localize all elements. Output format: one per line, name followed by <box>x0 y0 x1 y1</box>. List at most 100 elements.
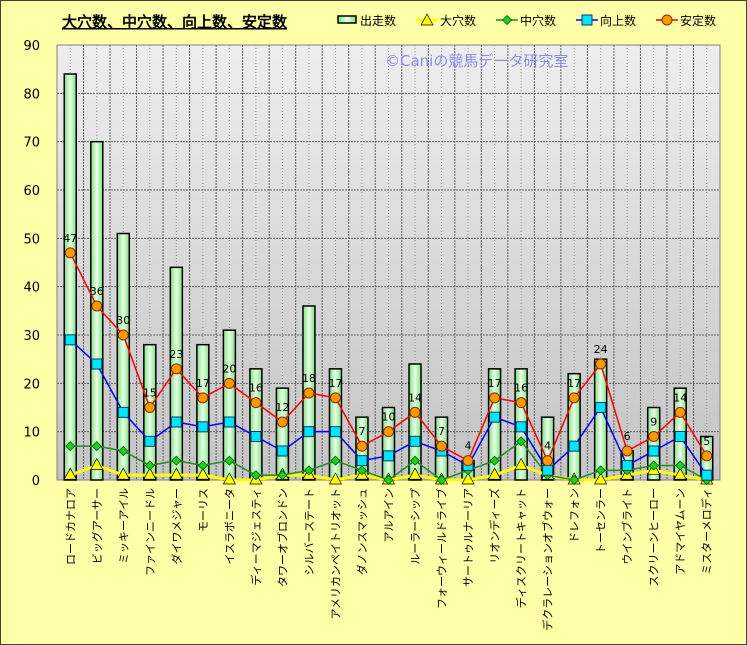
x-tick-label: ファインニードル <box>144 488 157 576</box>
x-tick-label: アルアイン <box>383 488 396 542</box>
data-label: 18 <box>302 372 316 385</box>
y-tick-label: 40 <box>23 281 40 296</box>
point-中穴数 <box>144 460 155 471</box>
point-安定数 <box>462 455 474 467</box>
point-中穴数 <box>197 460 208 471</box>
point-向上数 <box>568 440 580 452</box>
x-tick-label: トーセンラー <box>595 488 608 554</box>
bar-出走数 <box>646 406 661 481</box>
data-label: 47 <box>63 232 77 245</box>
x-tick-label: アメリカンペイトリオット <box>329 488 342 619</box>
point-中穴数 <box>516 436 527 447</box>
point-中穴数 <box>409 455 421 466</box>
point-向上数 <box>383 450 394 462</box>
y-tick-label: 50 <box>23 232 40 247</box>
point-安定数 <box>223 377 235 389</box>
x-tick-label: ダイワメジャー <box>169 488 183 564</box>
legend-label: 向上数 <box>600 13 636 28</box>
y-tick-label: 0 <box>32 474 40 489</box>
x-tick-label: ビッグアーサー <box>90 488 104 564</box>
point-中穴数 <box>675 460 686 471</box>
y-tick-label: 10 <box>23 426 40 441</box>
data-label: 7 <box>438 425 445 438</box>
point-安定数 <box>144 402 156 413</box>
series-中穴数 <box>65 436 712 486</box>
point-大穴数 <box>328 472 343 485</box>
point-中穴数 <box>648 460 659 471</box>
point-向上数 <box>170 416 182 428</box>
point-大穴数 <box>143 467 157 480</box>
point-向上数 <box>64 334 76 346</box>
data-label: 6 <box>624 430 631 443</box>
point-大穴数 <box>420 13 434 26</box>
point-中穴数 <box>91 441 102 452</box>
data-label: 16 <box>249 382 263 395</box>
point-大穴数 <box>90 457 104 470</box>
point-向上数 <box>648 445 660 457</box>
legend-label: 出走数 <box>360 13 396 28</box>
point-安定数 <box>595 358 607 370</box>
data-label: 9 <box>650 416 657 429</box>
x-tick-label: ミッキーアイル <box>117 488 130 564</box>
x-tick-label: ディーマジェスティ <box>249 488 263 586</box>
point-大穴数 <box>116 467 130 480</box>
point-大穴数 <box>196 467 210 480</box>
x-axis: ロードカナロア ビッグアーサー ミッキーアイル ファインニードル ダイワメジャー モーリス… <box>64 488 713 631</box>
legend-item-出走数: 出走数 <box>337 13 396 28</box>
x-tick-label: ロードカナロア <box>64 488 77 565</box>
point-中穴数 <box>250 470 261 481</box>
series-安定数: 47 36 30 15 23 17 20 16 12 18 17 7 10 14 7 4 17 16 4 17 24 6 9… <box>63 232 713 467</box>
point-大穴数 <box>63 467 77 480</box>
point-安定数 <box>64 247 76 259</box>
legend-label: 大穴数 <box>440 13 476 28</box>
point-大穴数 <box>169 467 183 480</box>
point-安定数 <box>117 329 129 341</box>
chart-title: 大穴数、中穴数、向上数、安定数 <box>62 13 288 31</box>
y-tick-label: 70 <box>23 136 40 151</box>
point-安定数 <box>648 431 660 442</box>
y-tick-label: 30 <box>23 329 40 344</box>
x-tick-label: デクラレーションオブウォー <box>541 488 555 631</box>
series-向上数 <box>64 334 713 481</box>
point-安定数 <box>409 406 421 418</box>
x-tick-label: ウインブライト <box>620 488 634 565</box>
point-大穴数 <box>461 472 475 485</box>
x-tick-label: タワーオブロンドン <box>275 488 289 587</box>
point-大穴数 <box>594 472 608 485</box>
point-中穴数 <box>383 474 394 486</box>
data-label: 10 <box>382 411 396 424</box>
point-安定数 <box>356 440 368 452</box>
point-安定数 <box>701 450 713 462</box>
point-安定数 <box>436 440 448 452</box>
point-向上数 <box>595 402 607 413</box>
data-label: 17 <box>567 377 581 390</box>
data-label: 15 <box>143 387 157 400</box>
bar-出走数 <box>196 343 210 481</box>
legend-swatch <box>337 15 357 24</box>
point-向上数 <box>542 464 554 476</box>
point-向上数 <box>197 421 209 433</box>
data-label: 14 <box>673 391 687 404</box>
data-label: 4 <box>544 440 551 453</box>
point-向上数 <box>250 431 262 442</box>
point-安定数 <box>568 392 580 404</box>
point-向上数 <box>91 358 103 370</box>
point-安定数 <box>197 392 209 404</box>
point-中穴数 <box>224 455 235 466</box>
data-label: 17 <box>328 377 342 390</box>
point-中穴数 <box>569 474 580 486</box>
legend-item-向上数: 向上数 <box>576 13 636 28</box>
point-大穴数 <box>487 467 502 480</box>
data-label: 16 <box>514 382 528 395</box>
point-向上数 <box>515 421 527 433</box>
data-label: 17 <box>488 377 502 390</box>
point-中穴数 <box>330 455 341 466</box>
x-tick-label: ミスターメロディ <box>700 488 714 575</box>
point-中穴数 <box>303 465 315 476</box>
point-中穴数 <box>277 470 288 481</box>
point-大穴数 <box>514 457 528 470</box>
point-安定数 <box>91 300 103 312</box>
point-中穴数 <box>489 455 500 466</box>
bar-出走数 <box>408 363 422 481</box>
data-label: 17 <box>196 377 210 390</box>
